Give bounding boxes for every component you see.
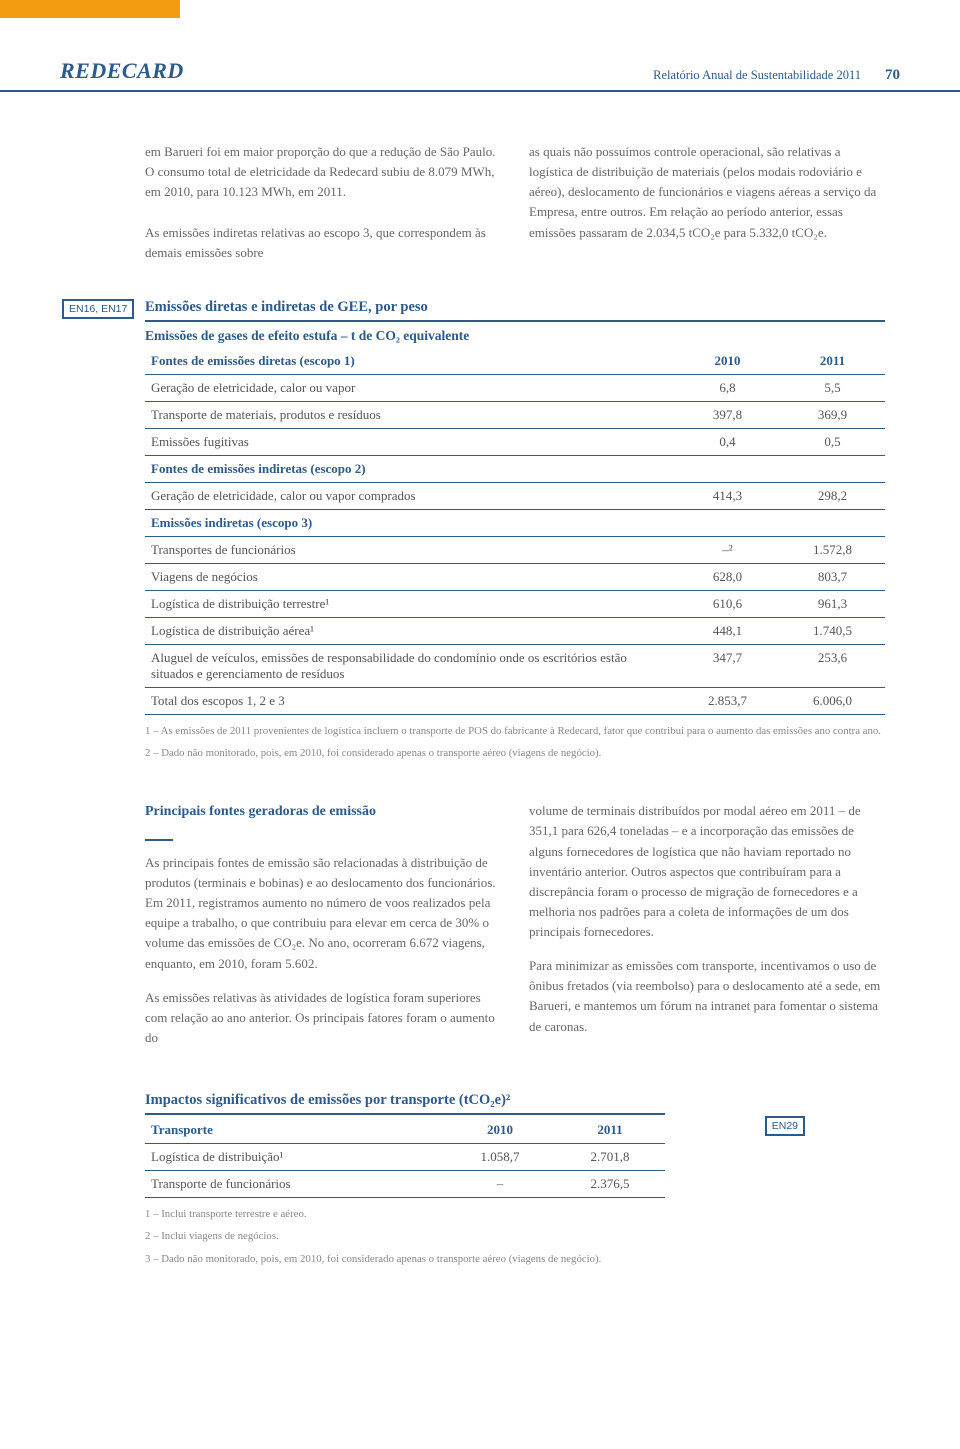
lower-col-1: Principais fontes geradoras de emissão A… (145, 801, 501, 1062)
table-row: Aluguel de veículos, emissões de respons… (145, 644, 675, 687)
table-row: Logística de distribuição¹ (145, 1144, 445, 1171)
report-title: Relatório Anual de Sustentabilidade 2011 (653, 68, 861, 83)
page-header: REDECARD Relatório Anual de Sustentabili… (0, 18, 960, 92)
table1-section3: Emissões indiretas (escopo 3) (145, 509, 885, 536)
table-row: Total dos escopos 1, 2 e 3 (145, 687, 675, 714)
table-row: Logística de distribuição terrestre¹ (145, 590, 675, 617)
table2-head-2: 2011 (555, 1117, 665, 1144)
intro-columns: em Barueri foi em maior proporção do que… (145, 142, 885, 263)
table1-year-2010: 2010 (675, 348, 780, 375)
table1-year-2011: 2011 (780, 348, 885, 375)
table2-title: Impactos significativos de emissões por … (145, 1092, 665, 1115)
lower-p4: Para minimizar as emissões com transport… (529, 956, 885, 1037)
table-row: Viagens de negócios (145, 563, 675, 590)
lower-p2: As emissões relativas às atividades de l… (145, 988, 501, 1048)
header-meta: Relatório Anual de Sustentabilidade 2011… (653, 67, 900, 84)
table-row: Geração de eletricidade, calor ou vapor … (145, 482, 675, 509)
gri-tag-en29: EN29 (765, 1116, 805, 1136)
intro-col-1: em Barueri foi em maior proporção do que… (145, 142, 501, 263)
logo: REDECARD (60, 58, 184, 84)
page-number: 70 (885, 67, 900, 84)
table2: Transporte 2010 2011 Logística de distri… (145, 1117, 665, 1198)
table-row: Emissões fugitivas (145, 428, 675, 455)
accent-bar (0, 0, 180, 18)
table-row: Transporte de funcionários (145, 1171, 445, 1198)
intro-col-2: as quais não possuímos controle operacio… (529, 142, 885, 263)
footnote: 1 – Inclui transporte terrestre e aéreo. (145, 1206, 665, 1222)
table-row: Transporte de materiais, produtos e resí… (145, 401, 675, 428)
table1-subtitle: Emissões de gases de efeito estufa – t d… (145, 324, 885, 348)
table2-head-0: Transporte (145, 1117, 445, 1144)
lower-col-2: volume de terminais distribuídos por mod… (529, 801, 885, 1062)
table1-head-label: Fontes de emissões diretas (escopo 1) (145, 348, 675, 375)
table1-title: Emissões diretas e indiretas de GEE, por… (145, 299, 885, 322)
rule (145, 839, 173, 841)
lower-p1: As principais fontes de emissão são rela… (145, 853, 501, 974)
table2-head-1: 2010 (445, 1117, 555, 1144)
footnote: 2 – Dado não monitorado, pois, em 2010, … (145, 745, 885, 761)
table-row: Transportes de funcionários (145, 536, 675, 563)
transport-table-block: Impactos significativos de emissões por … (145, 1092, 885, 1267)
gri-tag-en16: EN16, EN17 (62, 299, 134, 319)
table1-section2: Fontes de emissões indiretas (escopo 2) (145, 455, 885, 482)
table2-footnotes: 1 – Inclui transporte terrestre e aéreo.… (145, 1206, 665, 1267)
lower-title: Principais fontes geradoras de emissão (145, 801, 501, 823)
footnote: 1 – As emissões de 2011 provenientes de … (145, 723, 885, 739)
footnote: 2 – Inclui viagens de negócios. (145, 1228, 665, 1244)
lower-p3: volume de terminais distribuídos por mod… (529, 801, 885, 942)
footnote: 3 – Dado não monitorado, pois, em 2010, … (145, 1251, 665, 1267)
table1-footnotes: 1 – As emissões de 2011 provenientes de … (145, 723, 885, 761)
emissions-table-block: EN16, EN17 Emissões diretas e indiretas … (145, 299, 885, 761)
table-row: Logística de distribuição aérea¹ (145, 617, 675, 644)
table1: Fontes de emissões diretas (escopo 1) 20… (145, 348, 885, 715)
table-row: Geração de eletricidade, calor ou vapor (145, 374, 675, 401)
lower-columns: Principais fontes geradoras de emissão A… (145, 801, 885, 1062)
